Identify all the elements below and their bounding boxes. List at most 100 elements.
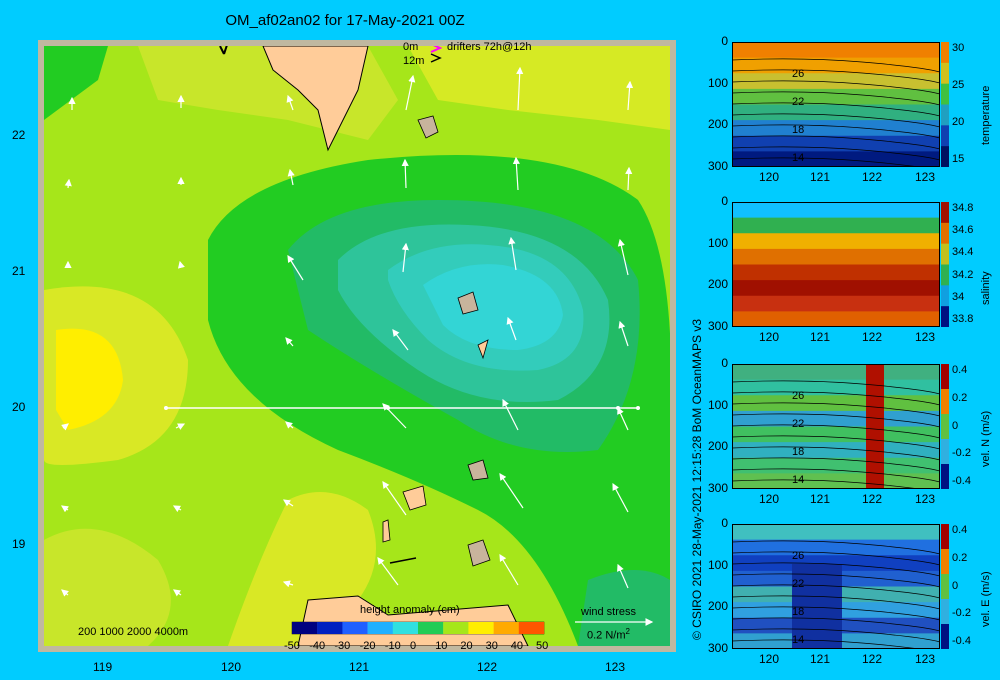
contour-label: 18 <box>792 124 804 136</box>
contour-label: 22 <box>792 96 804 108</box>
panel-y-tick: 100 <box>707 397 728 412</box>
section-band <box>732 280 940 297</box>
colorbar-cell <box>941 439 949 465</box>
colorbar-cell <box>443 622 469 634</box>
panel-colorbar-tick: 34.4 <box>952 246 974 259</box>
colorbar-cell <box>941 306 949 327</box>
section-band <box>732 135 940 153</box>
panel-x-tick: 120 <box>759 652 780 666</box>
section-feature <box>792 564 842 649</box>
colorbar-tick: 10 <box>435 640 448 652</box>
panel-colorbar <box>941 524 949 649</box>
bathymetry-legend: 200 1000 2000 4000m <box>78 626 189 638</box>
panel-x-tick: 123 <box>915 170 936 184</box>
map-y-tick: 21 <box>12 264 26 278</box>
panel-x-tick: 120 <box>759 170 780 184</box>
panel-frame <box>732 364 940 489</box>
contour-line <box>732 540 940 555</box>
contour-label: 14 <box>792 152 804 164</box>
contour-line <box>732 468 940 483</box>
island <box>417 115 439 139</box>
contour-line <box>732 146 940 161</box>
contour-line <box>732 157 922 167</box>
section-band <box>732 120 940 137</box>
contour-line <box>732 80 940 95</box>
panel-colorbar-label: temperature <box>980 85 992 145</box>
panel-colorbar <box>941 202 949 327</box>
colorbar-tick: -40 <box>309 640 326 652</box>
contour-line <box>732 479 922 489</box>
colorbar-cell <box>941 364 949 390</box>
colorbar-cell <box>418 622 444 634</box>
colorbar-cell <box>941 524 949 550</box>
panel-colorbar-tick: 34.8 <box>952 202 974 214</box>
section-feature <box>866 364 884 489</box>
contour-line <box>732 124 940 139</box>
section-band <box>732 410 940 428</box>
section-band <box>732 202 940 219</box>
panel-colorbar-tick: 15 <box>952 153 965 165</box>
panel-x-tick: 121 <box>810 652 831 666</box>
contour-line <box>732 562 940 577</box>
contour-label: 26 <box>792 68 804 80</box>
section-band <box>732 457 940 475</box>
colorbar-cell <box>941 264 949 287</box>
panel-x-tick: 122 <box>862 330 883 344</box>
contour-line <box>732 91 940 106</box>
wind-legend-value: 0.2 N/m2 <box>587 627 630 642</box>
section-band <box>732 555 940 572</box>
island <box>467 539 491 567</box>
contour-line <box>732 584 940 599</box>
section-band <box>732 295 940 313</box>
colorbar-cell <box>941 624 949 649</box>
colorbar-cell <box>292 622 318 634</box>
section-panel-vel-e: 26 22 18 14 <box>732 524 940 649</box>
section-band <box>732 426 940 444</box>
colorbar-cell <box>941 125 949 148</box>
panel-frame <box>732 202 940 327</box>
section-band <box>732 88 940 106</box>
panel-colorbar-tick: 34.2 <box>952 268 974 281</box>
panel-colorbar-tick: 33.8 <box>952 313 974 325</box>
colorbar-label: height anomaly (cm) <box>360 604 460 616</box>
panel-colorbar-tick: 34.6 <box>952 224 974 237</box>
panel-x-tick: 120 <box>759 330 780 344</box>
map-x-tick: 119 <box>93 660 113 674</box>
contour-line <box>732 113 940 128</box>
contour-line <box>732 628 940 643</box>
credit-text: © CSIRO 2021 28-May-2021 12:15:28 BoM Oc… <box>690 318 704 640</box>
island <box>457 291 479 315</box>
panel-frame <box>732 524 940 649</box>
contour-line <box>732 457 940 472</box>
map-y-tick: 22 <box>12 128 26 142</box>
contour-line <box>732 402 940 417</box>
panel-x-tick: 122 <box>862 652 883 666</box>
panel-y-tick: 0 <box>721 356 728 370</box>
colorbar-ticks: -50 -40 -30 -20 -10 0 10 20 30 40 50 <box>284 640 548 654</box>
contour-line <box>732 606 940 621</box>
section-band <box>732 42 940 59</box>
height-anomaly-map <box>38 40 676 652</box>
drifter-legend-label: drifters 72h@12h <box>447 41 532 53</box>
colorbar-cell <box>941 599 949 625</box>
panel-frame <box>732 42 940 167</box>
panel-x-tick: 123 <box>915 652 936 666</box>
contour-label: 26 <box>792 550 804 562</box>
panel-y-tick: 200 <box>707 599 728 614</box>
contour-line <box>732 58 940 73</box>
panel-y-tick: 300 <box>707 319 728 333</box>
section-band <box>732 442 940 459</box>
land-luzon <box>262 46 369 152</box>
wind-stress-arrows <box>61 66 634 597</box>
panel-colorbar-tick: 25 <box>952 79 965 91</box>
contour-label: 18 <box>792 606 804 618</box>
section-panel-vel-n: 26 22 18 14 <box>732 364 940 489</box>
panel-colorbar-tick: 0 <box>952 419 959 432</box>
eddy-core <box>423 264 563 350</box>
colorbar-cell <box>941 222 949 245</box>
colorbar-cell <box>941 243 949 266</box>
section-band <box>732 104 940 122</box>
panel-y-tick: 300 <box>707 159 728 173</box>
panel-x-tick: 121 <box>810 330 831 344</box>
panel-y-tick: 100 <box>707 235 728 250</box>
